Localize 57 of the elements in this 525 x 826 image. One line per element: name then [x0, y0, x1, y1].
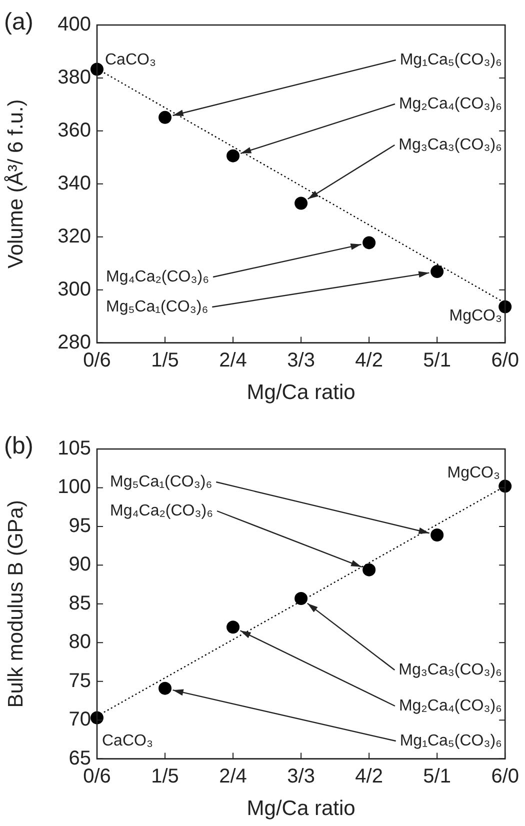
annotation: Mg₄Ca₂(CO₃)₆ — [110, 502, 214, 520]
x-tick-label: 4/2 — [355, 349, 383, 372]
point — [430, 265, 444, 278]
y-tick-label: 380 — [58, 66, 91, 88]
x-axis-title: Mg/Ca ratio — [246, 797, 356, 820]
y-tick-label: 300 — [58, 278, 91, 300]
y-tick-label: 400 — [58, 14, 91, 36]
x-tick-label: 2/4 — [219, 349, 247, 372]
point — [294, 196, 308, 210]
annotation: Mg₁Ca₅(CO₃)₆ — [400, 732, 502, 750]
annotation: Mg₂Ca₄(CO₃)₆ — [398, 95, 502, 112]
x-tick-label: 3/3 — [287, 349, 315, 372]
y-tick-label: 100 — [58, 476, 91, 498]
x-tick-label: 1/5 — [151, 765, 179, 788]
y-tick-label: 70 — [68, 708, 91, 731]
y-tick-label: 105 — [58, 438, 91, 460]
annotation: Mg₅Ca₁(CO₃)₆ — [110, 473, 212, 490]
y-tick-label: 90 — [68, 554, 91, 576]
point — [430, 528, 444, 542]
y-tick-label: 320 — [58, 225, 91, 248]
point — [362, 563, 376, 576]
annotation: Mg₄Ca₂(CO₃)₆ — [106, 268, 210, 286]
y-axis-title: Volume (Å³/ 6 f.u.) — [3, 99, 28, 269]
point — [226, 620, 240, 634]
x-tick-label: 2/4 — [219, 765, 247, 788]
point — [362, 236, 376, 250]
y-tick-label: 95 — [68, 514, 91, 537]
point — [158, 110, 172, 124]
x-tick-label: 4/2 — [355, 765, 383, 788]
y-axis-title: Bulk modulus B (GPa) — [4, 500, 28, 708]
x-tick-label: 6/0 — [491, 349, 520, 372]
y-tick-label: 340 — [58, 172, 91, 194]
point — [158, 682, 172, 695]
annotation: MgCO₃ — [447, 464, 500, 482]
annotation: Mg₃Ca₃(CO₃)₆ — [398, 661, 502, 678]
x-tick-label: 5/1 — [423, 349, 451, 372]
x-tick-label: 3/3 — [287, 765, 315, 788]
annotation: Mg₂Ca₄(CO₃)₆ — [398, 697, 502, 714]
annotation: MgCO₃ — [449, 307, 502, 324]
annotation: CaCO₃ — [102, 732, 153, 750]
annotation: Mg₃Ca₃(CO₃)₆ — [398, 136, 502, 154]
x-tick-label: 5/1 — [423, 765, 451, 788]
point — [226, 149, 240, 162]
chart-title: (a) — [4, 8, 34, 36]
point — [90, 62, 104, 76]
x-tick-label: 6/0 — [491, 765, 520, 788]
annotation: Mg₅Ca₁(CO₃)₆ — [106, 298, 208, 316]
chart-title: (b) — [4, 432, 34, 460]
y-tick-label: 85 — [68, 592, 91, 614]
annotation: CaCO₃ — [105, 51, 156, 68]
annotation: Mg₁Ca₅(CO₃)₆ — [400, 51, 502, 68]
y-tick-label: 75 — [68, 670, 91, 692]
point — [294, 592, 308, 605]
y-tick-label: 80 — [68, 631, 91, 654]
x-axis-title: Mg/Ca ratio — [246, 381, 356, 404]
x-tick-label: 1/5 — [151, 349, 179, 372]
y-tick-label: 360 — [58, 119, 91, 142]
